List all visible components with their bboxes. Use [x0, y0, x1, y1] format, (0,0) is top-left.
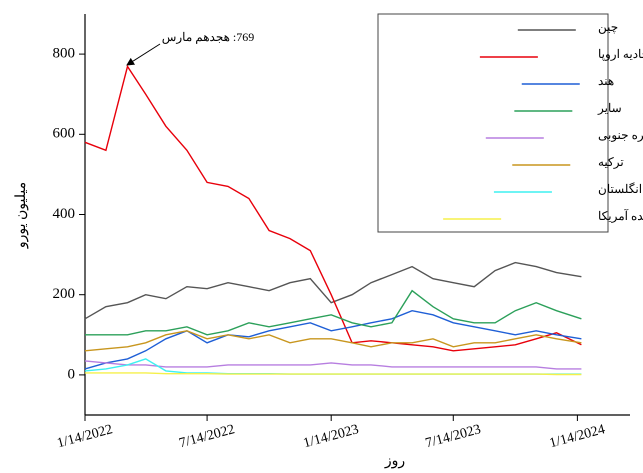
x-tick-label: 7/14/2022 — [178, 422, 237, 451]
series-line — [84, 360, 582, 370]
y-tick-label: 200 — [53, 286, 76, 302]
y-tick-label: 400 — [53, 206, 76, 222]
series-line — [84, 64, 582, 352]
x-tick-label: 7/14/2023 — [424, 422, 483, 451]
series-line — [84, 309, 582, 370]
annotation: 769: هجدهم مارس — [162, 30, 255, 44]
legend-label: چین — [598, 20, 618, 34]
legend-label: ترکیه — [598, 155, 624, 169]
series-line — [85, 289, 582, 336]
x-tick-label: 1/14/2022 — [56, 422, 115, 451]
legend-box — [377, 13, 609, 233]
x-axis-label: روز — [384, 454, 405, 469]
legend-label: انگلستان — [598, 182, 642, 196]
legend-label: سایر — [597, 101, 622, 115]
legend-label: اتحادیه اروپا — [598, 47, 643, 61]
y-axis-label: میلیون یورو — [14, 182, 29, 249]
y-tick-label: 800 — [53, 46, 76, 62]
legend-label: هند — [598, 74, 614, 88]
legend-label: کره جنوبی — [598, 128, 643, 142]
annotation-arrow — [126, 43, 161, 66]
y-tick-label: 0 — [68, 366, 76, 382]
series-line — [85, 372, 582, 376]
y-tick-label: 600 — [53, 126, 76, 142]
legend-label: ایالات متحده آمریکا — [598, 208, 643, 223]
series-line — [84, 330, 582, 352]
x-tick-label: 1/14/2023 — [302, 422, 361, 451]
series-line — [84, 261, 582, 320]
x-tick-label: 1/14/2024 — [548, 422, 607, 451]
